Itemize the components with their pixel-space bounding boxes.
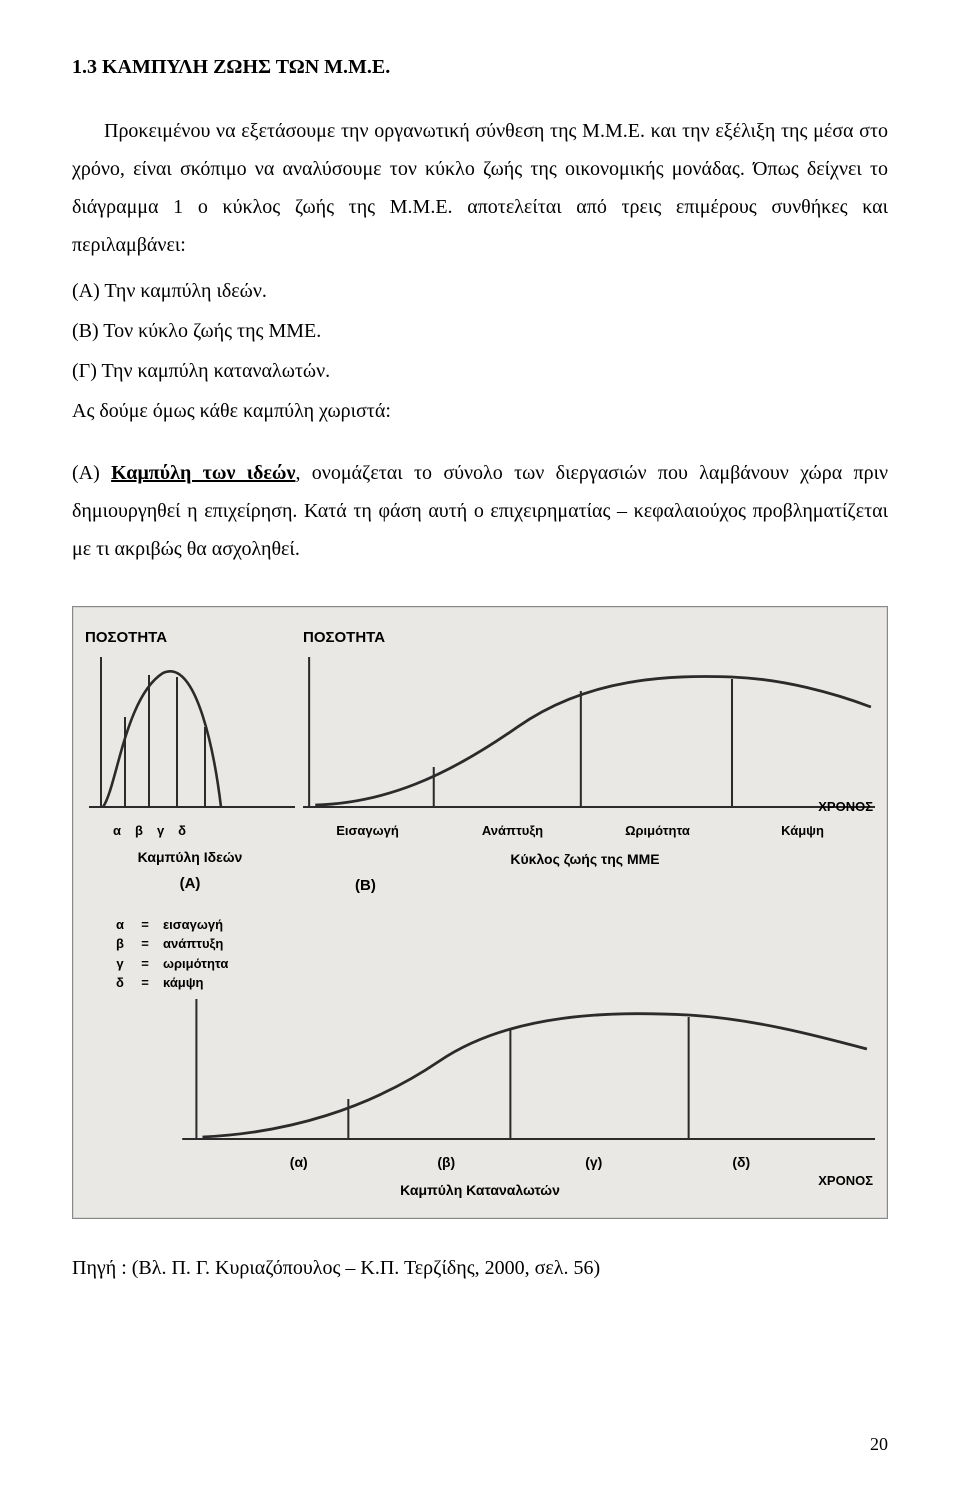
page-number: 20: [72, 1427, 888, 1461]
greek-c: γ: [157, 819, 164, 844]
y-title-a: ΠΟΣΟΤΗΤΑ: [85, 629, 167, 646]
legend-row-3: δ = κάμψη: [113, 973, 875, 993]
x-title-bottom: ΧΡΟΝΟΣ: [818, 1169, 873, 1194]
panel-a-svg: [85, 657, 295, 817]
panel-a: [85, 657, 295, 817]
para-a-prefix: (Α): [72, 462, 111, 484]
bottom-greek-2: (γ): [520, 1149, 668, 1176]
legend: α = εισαγωγή β = ανάπτυξη γ = ωριμότητα …: [113, 915, 875, 993]
panel-bottom: ΧΡΟΝΟΣ (α) (β) (γ) (δ) Καμπύλη Καταναλωτ…: [85, 999, 875, 1204]
paragraph-lets-see: Ας δούμε όμως κάθε καμπύλη χωριστά:: [72, 392, 888, 430]
panel-a-title: Καμπύλη Ιδεών: [85, 844, 295, 871]
legend-eq: =: [139, 934, 151, 954]
panel-b-title: Κύκλος ζωής της ΜΜΕ: [295, 846, 875, 873]
legend-row-0: α = εισαγωγή: [113, 915, 875, 935]
legend-eq: =: [139, 915, 151, 935]
legend-sym: δ: [113, 973, 127, 993]
section-heading: 1.3 ΚΑΜΠΥΛΗ ΖΩΗΣ ΤΩΝ Μ.Μ.Ε.: [72, 48, 888, 86]
panel-b-svg: [303, 657, 875, 817]
figure-caption: Πηγή : (Βλ. Π. Γ. Κυριαζόπουλος – Κ.Π. Τ…: [72, 1249, 888, 1287]
bottom-title: Καμπύλη Καταναλωτών: [85, 1177, 875, 1204]
panel-a-sub: (Α): [85, 870, 295, 899]
bullet-c: (Γ) Την καμπύλη καταναλωτών.: [72, 352, 888, 390]
legend-txt: κάμψη: [163, 973, 204, 993]
x-title-top: ΧΡΟΝΟΣ: [818, 795, 873, 820]
greek-d: δ: [178, 819, 186, 844]
legend-sym: γ: [113, 954, 127, 974]
legend-txt: ανάπτυξη: [163, 934, 223, 954]
legend-eq: =: [139, 973, 151, 993]
bottom-greek-3: (δ): [668, 1149, 816, 1176]
legend-eq: =: [139, 954, 151, 974]
phase-3: Ωριμότητα: [585, 819, 730, 844]
legend-txt: εισαγωγή: [163, 915, 223, 935]
legend-row-2: γ = ωριμότητα: [113, 954, 875, 974]
bottom-greek-1: (β): [373, 1149, 521, 1176]
panel-b: ΧΡΟΝΟΣ: [303, 657, 875, 817]
bullet-b: (Β) Τον κύκλο ζωής της ΜΜΕ.: [72, 312, 888, 350]
legend-txt: ωριμότητα: [163, 954, 228, 974]
bottom-greek-0: (α): [225, 1149, 373, 1176]
legend-sym: β: [113, 934, 127, 954]
phase-2: Ανάπτυξη: [440, 819, 585, 844]
legend-row-1: β = ανάπτυξη: [113, 934, 875, 954]
paragraph-intro: Προκειμένου να εξετάσουμε την οργανωτική…: [72, 112, 888, 264]
phase-4: Κάμψη: [730, 819, 875, 844]
greek-b: β: [135, 819, 143, 844]
figure-frame: ΠΟΣΟΤΗΤΑ ΠΟΣΟΤΗΤΑ ΧΡΟΝΟΣ: [72, 606, 888, 1219]
paragraph-a: (Α) Καμπύλη των ιδεών, ονομάζεται το σύν…: [72, 454, 888, 568]
panel-bottom-svg: [85, 999, 875, 1149]
y-title-b: ΠΟΣΟΤΗΤΑ: [303, 629, 385, 646]
panel-b-sub: (Β): [295, 872, 875, 901]
phase-1: Εισαγωγή: [295, 819, 440, 844]
greek-a: α: [113, 819, 121, 844]
legend-sym: α: [113, 915, 127, 935]
bullet-a: (Α) Την καμπύλη ιδεών.: [72, 272, 888, 310]
para-a-underline: Καμπύλη των ιδεών: [111, 462, 295, 484]
